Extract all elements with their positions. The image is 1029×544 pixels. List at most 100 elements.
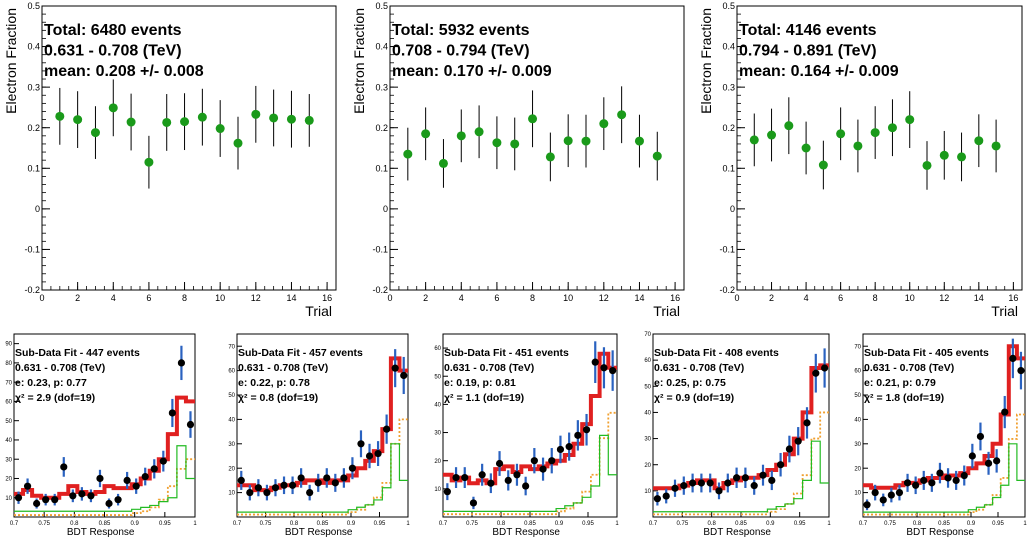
data-point bbox=[33, 499, 41, 508]
x-tick-label: 2 bbox=[769, 293, 774, 303]
data-point bbox=[653, 495, 662, 503]
x-tick-label: 6 bbox=[146, 293, 151, 303]
data-point bbox=[504, 476, 512, 484]
data-point bbox=[314, 479, 322, 487]
y-tick-label: 40 bbox=[644, 411, 651, 417]
data-point bbox=[870, 128, 880, 138]
x-tick-label: 0.8 bbox=[497, 521, 506, 527]
electron-component bbox=[443, 434, 617, 512]
y-axis-title: Electron Fraction bbox=[3, 8, 19, 114]
data-point bbox=[689, 479, 697, 487]
background-component bbox=[443, 411, 617, 516]
x-tick-label: 0.7 bbox=[10, 521, 19, 527]
data-point bbox=[144, 157, 154, 167]
data-point bbox=[922, 160, 932, 170]
x-axis-title: Trial bbox=[653, 303, 680, 319]
electron-component bbox=[237, 443, 408, 513]
annotation-line: Sub-Data Fit - 457 events bbox=[238, 347, 363, 359]
x-tick-label: 0.95 bbox=[159, 521, 171, 527]
y-axis-title: Electron Fraction bbox=[351, 8, 367, 114]
data-point bbox=[556, 445, 565, 454]
y-tick-label: 70 bbox=[854, 344, 861, 350]
data-point bbox=[246, 489, 254, 497]
y-tick-label: 90 bbox=[5, 342, 12, 348]
annotation-line: 0.631 - 0.708 (TeV) bbox=[864, 362, 954, 374]
annotation-line: mean: 0.164 +/- 0.009 bbox=[739, 63, 899, 80]
x-tick-label: 10 bbox=[905, 293, 915, 303]
background-component bbox=[237, 418, 408, 516]
data-point bbox=[991, 141, 1001, 151]
x-tick-label: 0.8 bbox=[707, 521, 716, 527]
x-tick-label: 12 bbox=[939, 293, 949, 303]
data-point bbox=[528, 114, 538, 124]
annotation-line: χ² = 1.1 (dof=19) bbox=[444, 392, 524, 404]
y-tick-label: 0.3 bbox=[722, 82, 735, 92]
data-point bbox=[73, 115, 83, 125]
y-tick-label: -0.2 bbox=[719, 285, 735, 295]
x-tick-label: 0.85 bbox=[938, 521, 950, 527]
x-tick-label: 16 bbox=[670, 293, 680, 303]
data-point bbox=[863, 501, 871, 509]
data-point bbox=[269, 113, 279, 123]
x-tick-label: 2 bbox=[423, 293, 428, 303]
background-component bbox=[863, 413, 1025, 516]
x-tick-label: 14 bbox=[974, 293, 984, 303]
data-point bbox=[254, 484, 262, 492]
data-point bbox=[162, 117, 172, 127]
x-tick-label: 6 bbox=[494, 293, 499, 303]
data-point bbox=[600, 364, 608, 372]
data-point bbox=[952, 476, 960, 484]
data-point bbox=[715, 487, 723, 495]
data-point bbox=[801, 143, 811, 153]
y-tick-label: 50 bbox=[434, 374, 441, 380]
annotation-line: 0.631 - 0.708 (TeV) bbox=[238, 362, 328, 374]
x-tick-label: 10 bbox=[563, 293, 573, 303]
x-tick-label: 4 bbox=[111, 293, 116, 303]
data-point bbox=[895, 489, 904, 497]
data-point bbox=[599, 119, 609, 129]
chart-3: -0.2 -0.1 0 0.1 0.2 0.3 0.4 0.5 0 2 4 6 8 10 12 14 16Tri… bbox=[698, 1, 1023, 319]
x-tick-label: 8 bbox=[182, 293, 187, 303]
y-tick-label: -0.1 bbox=[719, 245, 735, 255]
data-point bbox=[286, 114, 296, 124]
x-tick-label: 0.75 bbox=[884, 521, 896, 527]
data-point bbox=[391, 364, 399, 372]
x-axis-title: BDT Response bbox=[285, 527, 353, 538]
x-tick-label: 1 bbox=[615, 521, 619, 527]
annotation-line: 0.631 - 0.708 (TeV) bbox=[444, 362, 534, 374]
y-tick-label: 0.3 bbox=[27, 82, 40, 92]
data-point bbox=[794, 437, 802, 445]
data-point bbox=[836, 129, 846, 139]
x-tick-label: 8 bbox=[530, 293, 535, 303]
y-tick-label: 40 bbox=[854, 418, 861, 424]
annotation-line: χ² = 1.8 (dof=19) bbox=[864, 392, 944, 404]
x-tick-label: 10 bbox=[215, 293, 225, 303]
y-tick-label: 0.5 bbox=[375, 1, 388, 11]
y-tick-label: 0.4 bbox=[27, 42, 40, 52]
data-point bbox=[306, 489, 314, 497]
y-tick-label: 0.1 bbox=[27, 163, 40, 173]
x-tick-label: 0.95 bbox=[794, 521, 806, 527]
data-point bbox=[976, 432, 985, 441]
data-point bbox=[96, 474, 104, 483]
x-tick-label: 0.7 bbox=[233, 521, 242, 527]
y-axis-title: Electron Fraction bbox=[698, 8, 714, 114]
x-tick-label: 12 bbox=[599, 293, 609, 303]
data-point bbox=[233, 138, 243, 148]
y-tick-label: 20 bbox=[434, 459, 441, 465]
x-tick-label: 0.95 bbox=[992, 521, 1004, 527]
annotation-line: Total: 5932 events bbox=[392, 22, 530, 39]
y-tick-label: 70 bbox=[5, 380, 12, 386]
data-point bbox=[574, 431, 582, 439]
annotation-line: 0.794 - 0.891 (TeV) bbox=[739, 43, 877, 60]
y-tick-label: 20 bbox=[228, 466, 235, 472]
chart-4: 10 20 30 40 50 60 70 80 90 0.7 0.75 0.8 0.85 0.9 0.95 1… bbox=[5, 333, 197, 538]
y-tick-label: 10 bbox=[434, 487, 441, 493]
data-point bbox=[348, 464, 357, 472]
data-point bbox=[903, 479, 912, 487]
x-tick-label: 6 bbox=[838, 293, 843, 303]
y-tick-label: 50 bbox=[644, 384, 651, 390]
x-axis-title: BDT Response bbox=[67, 527, 135, 538]
data-point bbox=[993, 457, 1001, 465]
data-point bbox=[759, 471, 767, 479]
